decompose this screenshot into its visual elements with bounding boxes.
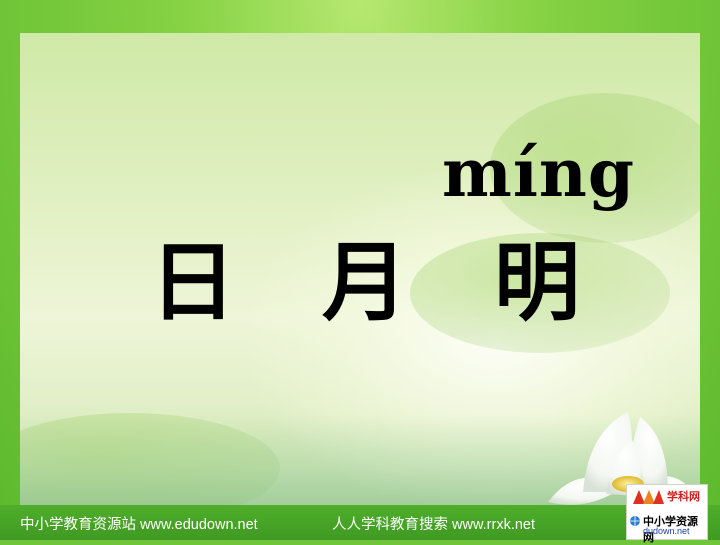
footer-right-link[interactable]: 人人学科教育搜索 www.rrxk.net bbox=[332, 517, 536, 533]
logo-top-label: 学科网 bbox=[667, 491, 700, 503]
background-leaf bbox=[20, 413, 280, 505]
logo-middle-label: 中小学资源网 bbox=[643, 516, 698, 544]
logo-figures-icon bbox=[633, 490, 664, 504]
footer-bar bbox=[0, 505, 720, 540]
character-moon: 月 bbox=[322, 233, 408, 333]
slide-panel bbox=[20, 33, 700, 505]
background-leaf bbox=[490, 93, 700, 243]
footer-left-link[interactable]: 中小学教育资源站 www.edudown.net bbox=[20, 517, 258, 533]
background-leaf bbox=[410, 233, 670, 353]
character-bright: 明 bbox=[494, 233, 580, 333]
character-sun: 日 bbox=[150, 233, 236, 333]
site-logo[interactable]: 学科网 中小学资源网 dudown.net bbox=[626, 484, 708, 544]
globe-icon bbox=[630, 516, 640, 526]
logo-bottom-label: dudown.net bbox=[643, 526, 690, 536]
pinyin-label: míng bbox=[442, 134, 636, 212]
